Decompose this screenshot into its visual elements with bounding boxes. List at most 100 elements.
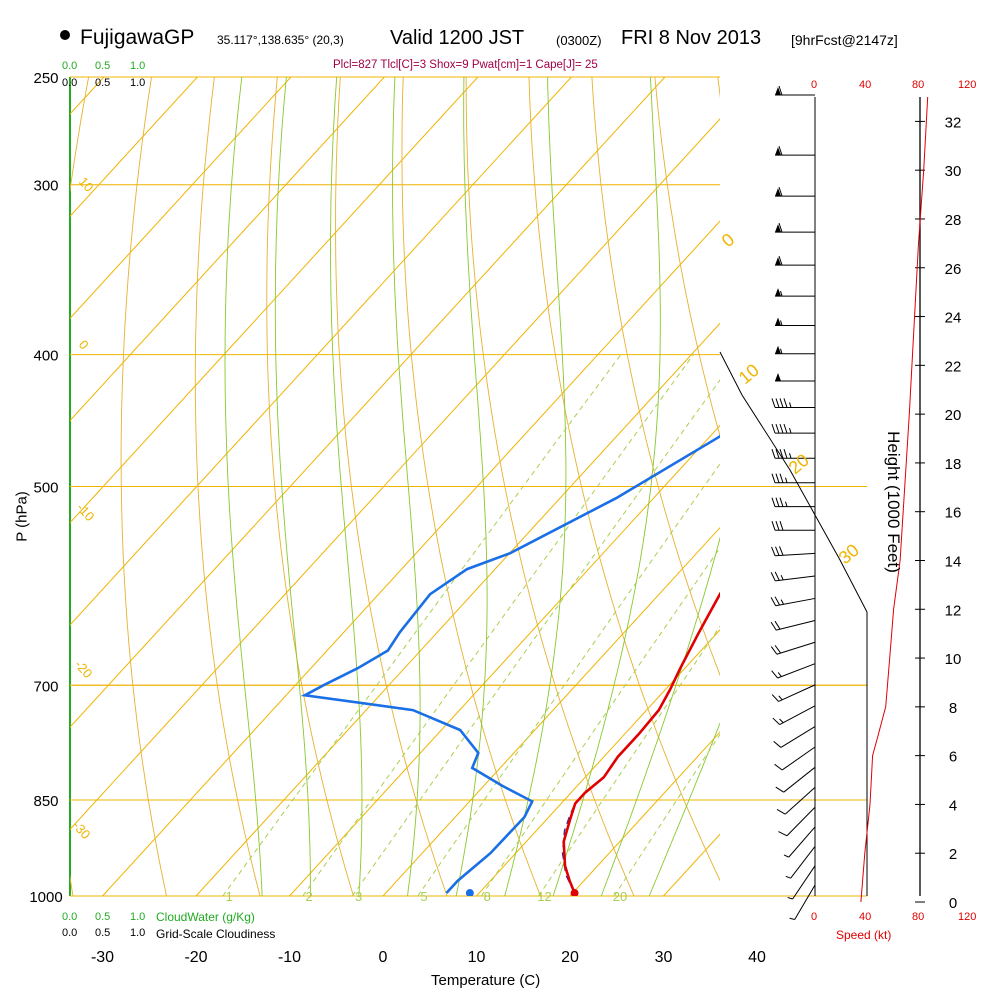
mixing-ratio-label-12: 12	[537, 889, 551, 904]
wind-barb-14	[771, 521, 815, 531]
height-tick-10: 10	[945, 651, 962, 668]
valid-time: Valid 1200 JST	[390, 27, 525, 49]
pressure-tick-850: 850	[33, 793, 58, 810]
wind-barb-2	[775, 186, 815, 197]
mixing-ratio-2	[302, 354, 694, 896]
wind-barb-full	[779, 449, 784, 459]
wind-barb-full	[774, 596, 781, 606]
wind-barb-18	[770, 619, 816, 631]
wind-barb-6	[775, 317, 815, 327]
wind-barb-12	[771, 473, 815, 484]
height-tick-32: 32	[945, 114, 962, 131]
dry-adiabat-290	[401, 77, 541, 896]
wind-barb-4	[775, 255, 815, 266]
wind-barb-21	[771, 684, 816, 702]
isotherm-label-left-3: -20	[72, 657, 96, 681]
wind-barb-flag	[775, 257, 781, 266]
height-tick-6: 6	[949, 749, 957, 766]
wind-barb-full	[775, 423, 780, 434]
temp-tick--10: -10	[278, 949, 301, 966]
cloudwater-scale-top-1: 0.5	[95, 60, 111, 72]
height-tick-18: 18	[945, 456, 962, 473]
wind-barb-full	[774, 645, 782, 654]
wind-barb-full	[779, 423, 784, 434]
dry-adiabat-300	[465, 77, 635, 896]
speed-tick-bottom-1: 40	[859, 911, 872, 923]
wind-barb-half	[789, 428, 792, 434]
cloudiness-scale-top-0: 0.0	[62, 77, 78, 89]
cloudiness-label: Grid-Scale Cloudiness	[156, 927, 276, 941]
indices-line: Plcl=827 Tlcl[C]=3 Shox=9 Pwat[cm]=1 Cap…	[333, 59, 598, 71]
dry-adiabat-380	[964, 53, 1000, 925]
wind-barb-11	[771, 449, 815, 459]
wind-barb-full	[775, 473, 780, 483]
dry-adiabat-320	[591, 77, 720, 677]
wind-barb-half	[783, 854, 789, 858]
wind-barb-28	[783, 826, 816, 858]
speed-tick-bottom-2: 80	[912, 911, 925, 923]
height-tick-2: 2	[949, 846, 957, 863]
dry-adiabat-370	[902, 53, 1000, 925]
wind-barb-full	[783, 449, 788, 459]
wind-barb-15	[771, 546, 816, 557]
wind-barb-full	[779, 473, 784, 483]
wind-barb-full	[771, 473, 776, 483]
wind-barb-staff	[779, 705, 816, 726]
moist-adiabat-15	[504, 77, 567, 896]
wind-barb-10	[771, 423, 815, 434]
wind-barb-full	[774, 620, 781, 630]
wind-barb-flag	[775, 188, 781, 197]
isotherm-50	[851, 77, 1000, 896]
wind-barb-17	[770, 596, 816, 607]
moist-adiabat-10	[455, 77, 488, 896]
wind-barb-staff	[784, 786, 816, 815]
height-tick-24: 24	[945, 310, 962, 327]
temp-tick-10: 10	[468, 949, 486, 966]
height-tick-0: 0	[949, 895, 957, 912]
wind-barb-20	[771, 663, 816, 679]
speed-tick-top-2: 80	[912, 79, 925, 91]
x-axis-label: Temperature (C)	[431, 972, 541, 989]
wind-barb-full	[773, 740, 782, 748]
wind-barb-flag	[775, 317, 781, 326]
wind-barb-full	[778, 85, 783, 96]
pressure-tick-700: 700	[33, 678, 58, 695]
wind-barb-half	[789, 917, 795, 920]
height-tick-28: 28	[945, 212, 962, 229]
wind-barb-25	[775, 766, 816, 793]
wind-barb-full	[774, 763, 783, 771]
wind-barb-19	[770, 641, 816, 655]
wind-barb-full	[775, 497, 780, 507]
cloudiness-scale-top-2: 1.0	[130, 77, 146, 89]
wind-barb-16	[770, 571, 816, 582]
isotherm-label-right-1: 10	[735, 360, 763, 388]
wind-barb-flag	[775, 147, 781, 156]
temp-tick-40: 40	[748, 949, 766, 966]
wind-barb-full	[779, 521, 784, 531]
wind-barb-1	[775, 145, 815, 156]
wind-barb-full	[775, 521, 780, 531]
wind-barb-23	[773, 726, 816, 748]
height-tick-14: 14	[945, 553, 962, 570]
wind-barb-full	[774, 571, 780, 581]
wind-barb-half	[780, 320, 783, 326]
mixing-ratio-label-1: 1	[226, 889, 233, 904]
temp-tick--20: -20	[184, 949, 207, 966]
wind-barb-half	[789, 402, 792, 408]
isotherm-label-left-2: -10	[74, 500, 98, 524]
wind-barb-5	[775, 288, 815, 297]
pressure-tick-250: 250	[33, 70, 58, 87]
y-axis-label: P (hPa)	[13, 491, 31, 542]
moist-adiabat-30	[648, 722, 720, 896]
wind-barb-full	[771, 546, 776, 556]
mixing-ratio-20	[613, 733, 720, 896]
wind-barb-full	[771, 497, 776, 507]
station-bullet-icon	[60, 30, 70, 40]
wind-barb-full	[770, 572, 776, 582]
moist-adiabat--10	[224, 77, 263, 896]
wind-barb-full	[770, 597, 777, 606]
wind-barb-half	[787, 896, 793, 900]
wind-barb-staff	[794, 884, 816, 920]
mixing-ratio-1	[222, 354, 622, 896]
wind-barb-full	[778, 255, 783, 266]
